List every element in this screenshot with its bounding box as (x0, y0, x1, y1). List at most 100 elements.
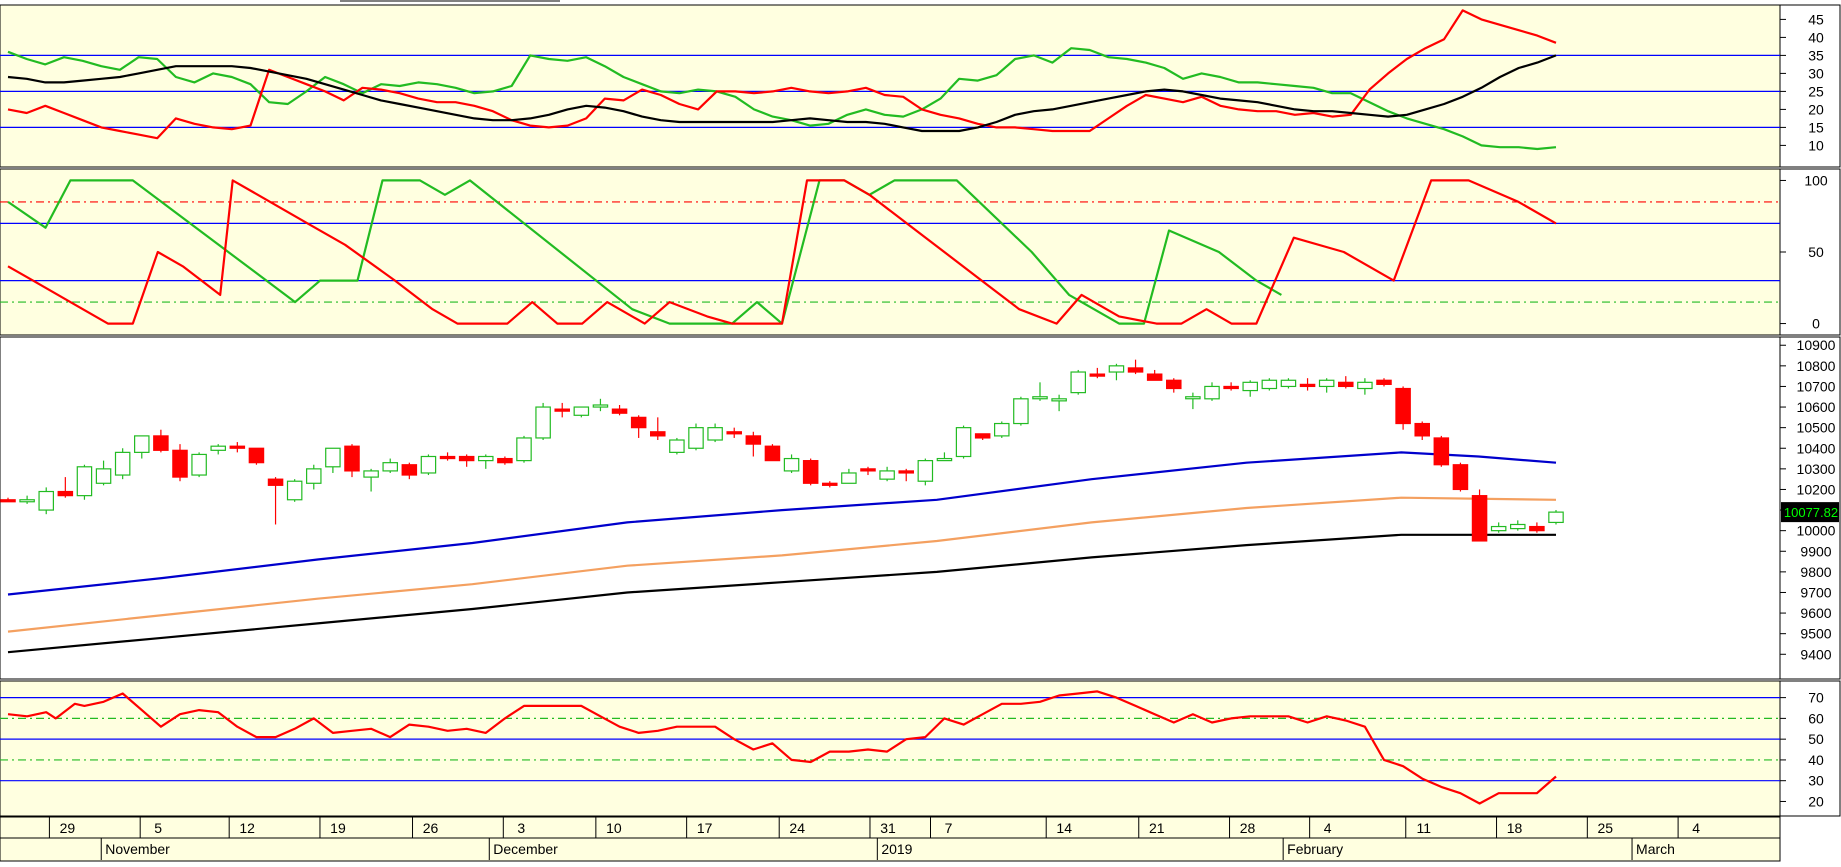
candle (153, 429, 169, 453)
y-tick-label-price-2: 9600 (1800, 605, 1831, 621)
y-tick-label-stochastic-1: 50 (1808, 244, 1824, 260)
x-tick-label: 7 (945, 820, 953, 836)
candle-body (1223, 385, 1239, 390)
candle (516, 435, 532, 463)
candle-body (936, 457, 953, 462)
series-line-stochastic-0 (7, 179, 1282, 325)
x-tick-label: 18 (1507, 820, 1523, 836)
x-tick-label: 4 (1692, 820, 1700, 836)
y-tick-label-rsi-0: 20 (1808, 793, 1824, 809)
y-tick-label-price-13: 10700 (1797, 378, 1836, 394)
candle (1299, 378, 1316, 391)
series-line-rsi-0 (7, 690, 1557, 805)
candle (134, 435, 150, 459)
candle-body (1185, 396, 1201, 400)
candle-body (267, 478, 284, 486)
candle-body (1433, 437, 1450, 466)
x-tick-label: 21 (1149, 820, 1165, 836)
candle (650, 417, 666, 441)
last-value-label: 10077.82 (1784, 505, 1838, 520)
y-tick-label-price-1: 9500 (1800, 626, 1831, 642)
candle-body (439, 455, 456, 460)
candle-body (0, 499, 16, 503)
y-tick-label-indicator-top-6: 40 (1808, 29, 1824, 45)
x-tick-label: 10 (606, 820, 622, 836)
y-tick-label-indicator-top-1: 15 (1808, 119, 1824, 135)
series-line-indicator-top-2 (7, 54, 1557, 133)
y-tick-label-stochastic-2: 100 (1804, 172, 1828, 188)
candle (1013, 396, 1029, 426)
candle-body (1108, 365, 1125, 373)
candle (1261, 378, 1278, 391)
candle (1433, 435, 1450, 467)
y-tick-label-price-12: 10600 (1797, 399, 1836, 415)
candle-body (19, 499, 35, 503)
candle (1414, 421, 1430, 441)
candle-body (1452, 464, 1469, 491)
candle (898, 468, 914, 482)
candle-body (1089, 373, 1106, 377)
candle-body (1357, 381, 1373, 390)
candle-body (306, 468, 322, 484)
candle-body (573, 406, 590, 416)
candle-body (1338, 381, 1354, 388)
candle (955, 425, 972, 459)
candle (1338, 376, 1354, 389)
candle (114, 448, 131, 480)
x-tick-label: 17 (697, 820, 713, 836)
candle (57, 477, 74, 498)
y-tick-label-rsi-5: 70 (1808, 690, 1824, 706)
candle (401, 462, 418, 480)
candle-body (745, 435, 762, 445)
candle (1318, 378, 1335, 393)
candle-body (1490, 525, 1507, 532)
candle (286, 479, 303, 502)
candle (38, 487, 54, 515)
y-tick-label-indicator-top-7: 45 (1808, 11, 1824, 27)
candle-body (688, 427, 704, 449)
y-tick-label-price-0: 9400 (1800, 646, 1831, 662)
candle (1166, 378, 1182, 393)
candle-body (592, 404, 609, 408)
candle (764, 444, 781, 462)
candle-body (764, 445, 781, 462)
candle (1510, 520, 1526, 531)
candle-body (1414, 422, 1430, 437)
candle-body (38, 490, 54, 511)
candle-body (707, 427, 723, 441)
candle-body (210, 445, 226, 451)
candle (535, 402, 551, 441)
candle (860, 466, 876, 476)
candle (630, 415, 647, 438)
x-tick-label: 29 (60, 820, 76, 836)
candle (745, 431, 762, 457)
y-tick-label-indicator-top-0: 10 (1808, 137, 1824, 153)
candle (726, 427, 742, 438)
x-tick-label: 19 (330, 820, 346, 836)
candle (822, 481, 838, 488)
candle (1032, 382, 1048, 401)
candle (439, 452, 456, 461)
y-tick-label-price-3: 9700 (1800, 584, 1831, 600)
candle-body (650, 431, 666, 437)
x-tick-label: 28 (1240, 820, 1256, 836)
candle-body (554, 408, 570, 412)
candle (841, 468, 857, 484)
panel-indicator-top: 10 15 20 25 30 35 40 45 (0, 9, 1824, 153)
x-tick-label: 25 (1598, 820, 1614, 836)
panel-rsi: 20 30 40 50 60 70 (0, 690, 1824, 809)
candle (248, 447, 265, 465)
candle (363, 468, 379, 492)
candle (191, 452, 207, 478)
candle (1108, 363, 1125, 381)
y-tick-label-price-14: 10800 (1797, 358, 1836, 374)
candle-body (497, 457, 513, 464)
candle (1204, 382, 1220, 401)
candle-body (401, 464, 418, 476)
candle-body (114, 451, 131, 476)
moving-average-2 (7, 533, 1556, 654)
candle-body (822, 482, 838, 486)
candle (879, 466, 895, 482)
candle (611, 404, 628, 416)
